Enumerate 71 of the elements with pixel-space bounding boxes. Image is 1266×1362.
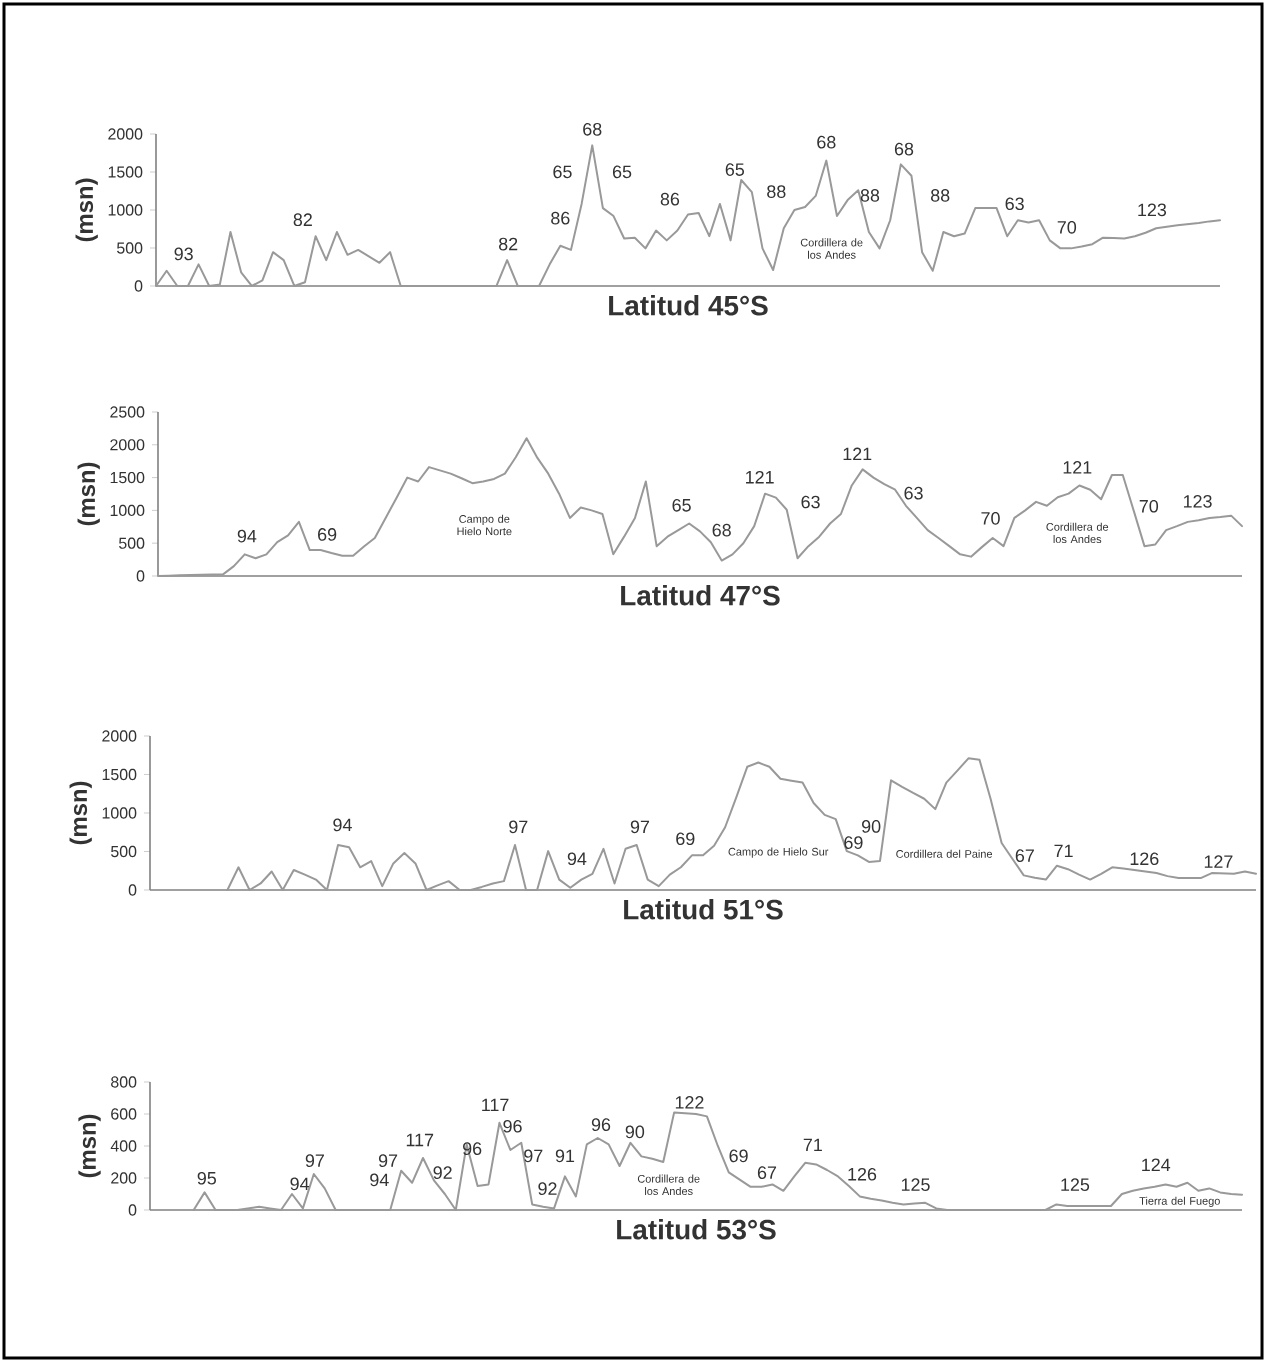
annotation: 70: [981, 512, 1000, 525]
annotation: 82: [293, 213, 312, 227]
annotation: 86: [660, 192, 680, 206]
annotation: 96: [591, 1118, 611, 1131]
annotation: 69: [729, 1149, 748, 1163]
annotation: 69: [844, 836, 863, 849]
annotation: 97: [509, 820, 528, 834]
annotation: 94: [567, 852, 587, 866]
annotation: 97: [378, 1154, 398, 1168]
annotation: 95: [197, 1171, 216, 1185]
x-axis-title: Latitud 51°S: [624, 899, 783, 920]
annotation: 82: [499, 237, 518, 251]
annotation: 94: [333, 818, 352, 832]
y-axis-title: (msn): [69, 781, 92, 845]
annotation: 65: [553, 165, 572, 179]
annotation: 97: [305, 1154, 324, 1168]
annotation: 91: [555, 1149, 575, 1163]
annotation: 121: [1063, 461, 1092, 474]
annotation: 94: [237, 529, 257, 543]
annotation: 125: [901, 1178, 930, 1192]
annotation: 123: [1183, 494, 1212, 508]
annotation: 126: [1130, 852, 1159, 866]
x-axis-title: Latitud 45°S: [609, 295, 768, 316]
annotation: 94: [290, 1177, 310, 1191]
y-axis-title: (msn): [78, 1114, 101, 1178]
annotation: 71: [803, 1138, 822, 1151]
annotation: 69: [318, 528, 337, 541]
annotation: 127: [1204, 855, 1233, 868]
annotation: 88: [930, 189, 950, 202]
annotation: 96: [503, 1119, 522, 1133]
annotation: 88: [860, 189, 880, 202]
x-axis-title: Latitud 47°S: [621, 585, 780, 606]
annotation: 68: [894, 142, 914, 156]
annotation: 68: [712, 523, 731, 537]
annotation: 94: [370, 1173, 389, 1187]
annotation: 123: [1138, 203, 1167, 217]
annotation: 63: [1005, 197, 1024, 211]
annotation: 70: [1057, 220, 1077, 234]
y-axis-title: (msn): [75, 178, 98, 242]
annotation: 63: [801, 495, 820, 509]
annotation: 121: [843, 447, 872, 461]
annotation: 70: [1139, 499, 1159, 513]
annotation: 90: [625, 1125, 645, 1139]
annotation: 71: [1054, 844, 1073, 858]
annotation: 65: [672, 498, 691, 512]
annotation: 121: [746, 470, 774, 484]
annotation: 96: [463, 1142, 482, 1156]
annotation: 67: [1015, 849, 1034, 863]
annotation: 97: [630, 820, 650, 834]
annotation: 117: [482, 1098, 509, 1111]
annotation: 65: [725, 163, 745, 176]
annotation: 90: [861, 820, 881, 833]
annotation: 125: [1061, 1178, 1090, 1192]
annotation: 69: [676, 832, 695, 846]
annotation: 117: [406, 1133, 434, 1147]
annotation: 92: [433, 1166, 452, 1180]
annotation: 67: [757, 1166, 777, 1180]
annotation: 68: [583, 122, 602, 136]
annotation: 122: [675, 1096, 704, 1109]
annotation: 86: [551, 211, 570, 225]
annotation: 88: [767, 185, 786, 198]
annotation: 126: [848, 1167, 877, 1181]
annotation: 93: [174, 247, 193, 261]
annotation: 65: [612, 165, 632, 179]
y-axis-title: (msn): [77, 462, 100, 526]
annotation: 124: [1142, 1158, 1171, 1171]
x-axis-title: Latitud 53°S: [617, 1219, 776, 1240]
annotation: 92: [538, 1182, 557, 1196]
annotation: 68: [817, 135, 836, 149]
annotation: 63: [904, 486, 923, 500]
annotation: 97: [524, 1149, 543, 1163]
